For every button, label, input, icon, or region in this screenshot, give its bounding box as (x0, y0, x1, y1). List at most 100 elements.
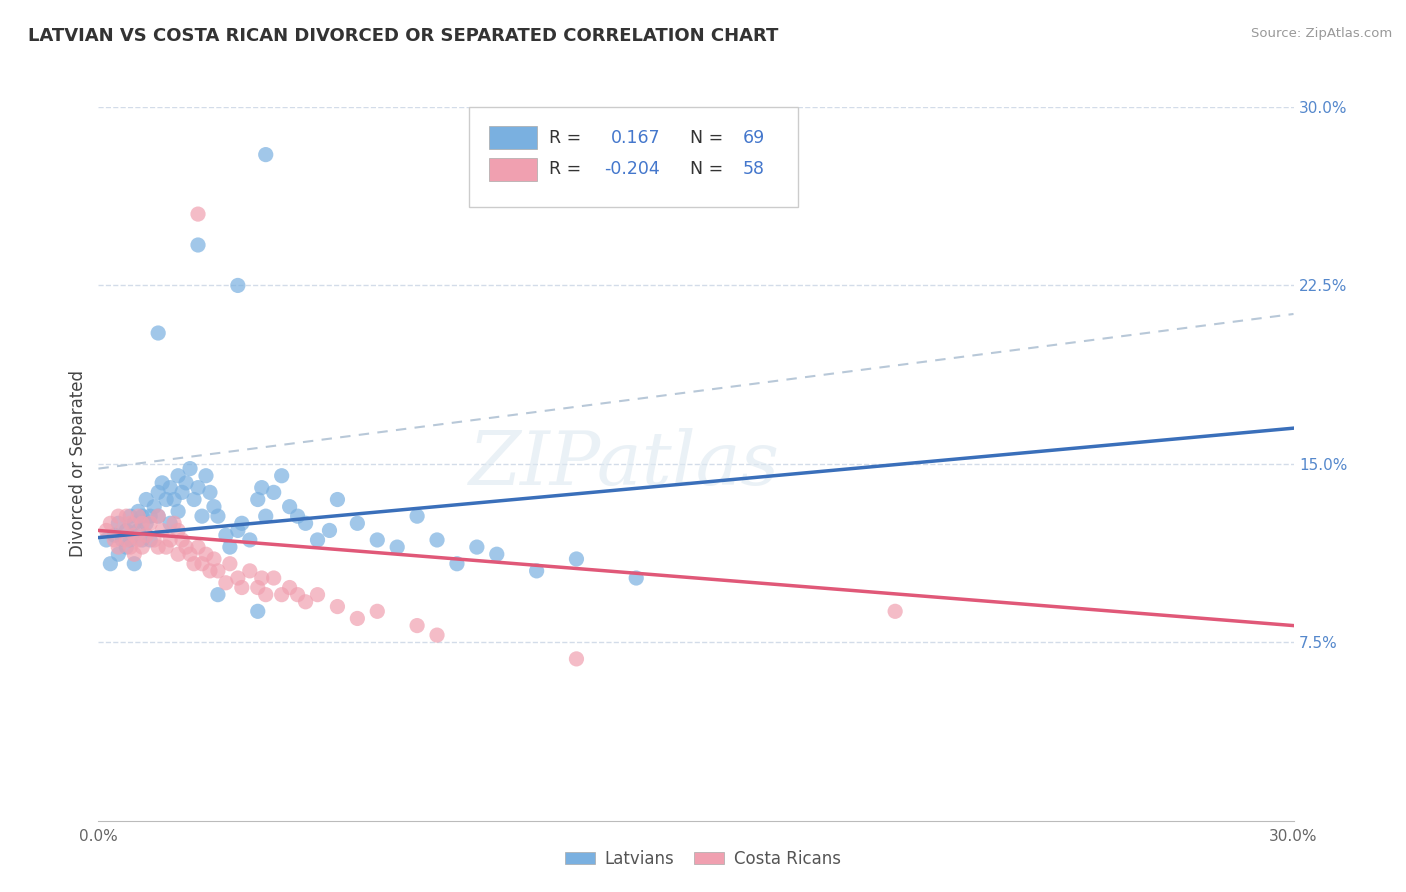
Point (155, 492, 177, 507)
Point (150, 475, 173, 490)
Point (163, 492, 186, 507)
Point (294, 595, 316, 609)
Text: N =: N = (690, 128, 728, 146)
Point (565, 652, 588, 666)
Point (318, 524, 340, 538)
Point (111, 533, 134, 547)
Point (446, 557, 468, 571)
Point (174, 475, 197, 490)
Point (294, 516, 316, 531)
Point (263, 571, 285, 585)
Point (155, 540, 177, 554)
Point (250, 481, 273, 495)
Point (465, 540, 488, 554)
Point (172, 485, 194, 500)
Point (326, 599, 349, 614)
Point (159, 533, 181, 547)
Point (120, 540, 142, 554)
Text: -0.204: -0.204 (605, 161, 659, 178)
Point (179, 461, 201, 475)
Point (246, 604, 269, 618)
Point (159, 481, 181, 495)
Point (215, 575, 238, 590)
Point (131, 509, 153, 524)
Point (131, 533, 153, 547)
Point (103, 533, 125, 547)
FancyBboxPatch shape (470, 107, 797, 207)
Point (254, 509, 277, 524)
Point (148, 540, 170, 554)
Text: ZIPatlas: ZIPatlas (468, 427, 780, 500)
Point (239, 533, 262, 547)
Point (278, 500, 301, 514)
Point (131, 540, 153, 554)
Point (148, 485, 170, 500)
Point (107, 516, 129, 531)
Point (278, 581, 301, 595)
Point (163, 516, 186, 531)
Text: LATVIAN VS COSTA RICAN DIVORCED OR SEPARATED CORRELATION CHART: LATVIAN VS COSTA RICAN DIVORCED OR SEPAR… (28, 27, 779, 45)
Point (187, 238, 209, 252)
Point (250, 571, 273, 585)
Point (135, 528, 157, 542)
Point (219, 557, 242, 571)
Point (120, 509, 142, 524)
Text: 69: 69 (742, 128, 765, 146)
Y-axis label: Divorced or Separated: Divorced or Separated (69, 370, 87, 558)
Point (346, 516, 368, 531)
Point (115, 524, 138, 538)
Point (167, 547, 190, 561)
Point (172, 533, 194, 547)
Point (148, 509, 170, 524)
Point (246, 492, 269, 507)
Point (115, 509, 138, 524)
Point (124, 516, 146, 531)
Point (187, 540, 209, 554)
Point (270, 588, 292, 602)
Point (263, 485, 285, 500)
Point (124, 528, 146, 542)
Text: R =: R = (548, 128, 586, 146)
Point (148, 326, 170, 340)
Point (270, 468, 292, 483)
Point (202, 500, 225, 514)
Point (198, 485, 221, 500)
Point (195, 547, 218, 561)
Point (179, 547, 201, 561)
Point (96, 533, 118, 547)
Point (127, 533, 149, 547)
Point (254, 588, 277, 602)
Point (115, 540, 138, 554)
Text: N =: N = (690, 161, 728, 178)
Point (167, 524, 190, 538)
Point (139, 509, 162, 524)
Point (426, 628, 449, 642)
Text: Source: ZipAtlas.com: Source: ZipAtlas.com (1251, 27, 1392, 40)
Point (143, 533, 166, 547)
Point (626, 571, 648, 585)
Point (231, 516, 253, 531)
Point (183, 557, 205, 571)
Point (139, 516, 162, 531)
Point (174, 540, 197, 554)
Point (167, 504, 190, 518)
Point (148, 509, 170, 524)
Point (215, 528, 238, 542)
Point (107, 540, 129, 554)
Point (565, 552, 588, 566)
Point (167, 468, 190, 483)
Point (254, 147, 277, 161)
Point (287, 509, 309, 524)
Point (202, 552, 225, 566)
Point (366, 604, 388, 618)
Point (127, 524, 149, 538)
Point (100, 557, 122, 571)
Point (111, 524, 134, 538)
Point (150, 524, 173, 538)
Text: 0.167: 0.167 (612, 128, 661, 146)
Point (127, 509, 149, 524)
Point (485, 547, 508, 561)
Point (183, 492, 205, 507)
Point (326, 492, 349, 507)
Point (100, 516, 122, 531)
